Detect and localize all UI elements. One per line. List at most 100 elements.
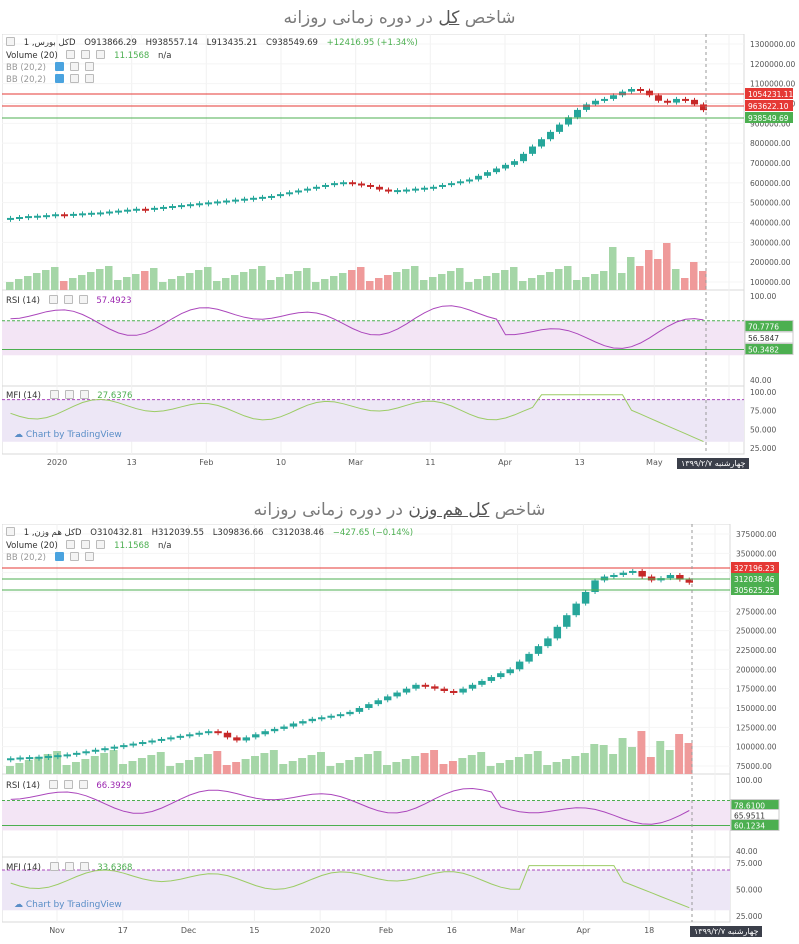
- candle-body: [440, 688, 448, 691]
- x-tick-label: 17: [118, 926, 128, 935]
- volume-bar: [609, 247, 617, 290]
- volume-bar: [258, 266, 266, 290]
- volume-bar: [33, 273, 41, 290]
- close-icon[interactable]: [79, 862, 89, 871]
- candle-body: [268, 195, 275, 198]
- volume-bar: [326, 766, 335, 774]
- rsi-label-bg: [744, 331, 794, 344]
- volume-bar: [663, 243, 671, 290]
- volume-bar: [429, 277, 437, 290]
- candle-body: [124, 209, 131, 212]
- eye-icon[interactable]: [54, 552, 64, 561]
- chart1-bb2-legend: BB (20,2): [6, 74, 100, 85]
- volume-bar: [288, 761, 297, 774]
- mfi-value: 27.6376: [97, 391, 133, 401]
- ohlc-low: L309836.66: [212, 528, 264, 538]
- candle-body: [223, 732, 232, 738]
- eye-icon[interactable]: [66, 50, 76, 59]
- close-icon[interactable]: [84, 552, 94, 561]
- eye-icon[interactable]: [54, 74, 64, 83]
- candle-body: [214, 731, 222, 734]
- tradingview-logo[interactable]: ☁ Chart by TradingView: [14, 430, 122, 440]
- volume-bar: [448, 761, 457, 774]
- tradingview-logo[interactable]: ☁ Chart by TradingView: [14, 900, 122, 910]
- price-tick-label: 1100000.00: [750, 80, 796, 89]
- title-bold: کل هم وزن: [408, 500, 490, 520]
- mfi-value: 33.6368: [97, 863, 133, 873]
- ohlc-high: H938557.14: [145, 38, 198, 48]
- settings-icon[interactable]: [81, 50, 91, 59]
- ohlc-high: H312039.55: [151, 528, 204, 538]
- x-tick-label: 13: [575, 458, 585, 467]
- eye-icon[interactable]: [49, 390, 59, 399]
- settings-icon[interactable]: [63, 780, 73, 789]
- collapse-icon[interactable]: [6, 37, 15, 46]
- settings-icon[interactable]: [81, 540, 91, 549]
- x-tick-label: Dec: [181, 926, 196, 935]
- tv-label: Chart by TradingView: [25, 430, 122, 440]
- close-icon[interactable]: [84, 74, 94, 83]
- volume-bar: [90, 756, 99, 774]
- candle-body: [327, 715, 335, 718]
- eye-icon[interactable]: [48, 295, 58, 304]
- chart2-panel: Nov17Dec152020Feb16MarApr18May375000.003…: [1, 523, 797, 940]
- cloud-icon: ☁: [14, 900, 23, 910]
- rsi-line: [10, 305, 704, 349]
- close-icon[interactable]: [96, 50, 106, 59]
- close-icon[interactable]: [84, 62, 94, 71]
- settings-icon[interactable]: [64, 862, 74, 871]
- volume-bar: [366, 281, 374, 290]
- candle-body: [691, 99, 698, 105]
- chart2-bb1-legend: BB (20,2): [6, 552, 100, 563]
- candle-body: [115, 210, 122, 213]
- volume-bar: [150, 268, 158, 290]
- settings-icon[interactable]: [63, 295, 73, 304]
- cloud-icon: ☁: [14, 430, 23, 440]
- close-icon[interactable]: [79, 390, 89, 399]
- volume-bar: [269, 750, 278, 774]
- pane-frame: [1, 33, 745, 291]
- candle-body: [232, 199, 239, 202]
- volume-bar: [6, 282, 14, 290]
- volume-bar: [78, 275, 86, 290]
- price-label: 305625.25: [734, 586, 775, 595]
- settings-icon[interactable]: [64, 390, 74, 399]
- candle-body: [538, 139, 545, 147]
- price-tick-label: 900000.00: [750, 119, 791, 128]
- volume-na: n/a: [158, 541, 172, 551]
- candle-body: [676, 574, 684, 580]
- candle-body: [176, 735, 185, 738]
- volume-bar: [654, 259, 662, 290]
- x-tick-label: 18: [644, 926, 654, 935]
- volume-bar: [458, 758, 467, 774]
- candle-body: [638, 570, 646, 577]
- candle-body: [223, 200, 230, 203]
- volume-bar: [483, 276, 491, 290]
- candle-body: [502, 164, 509, 169]
- candle-body: [205, 202, 212, 205]
- settings-icon[interactable]: [69, 552, 79, 561]
- volume-bar: [477, 752, 486, 774]
- candle-body: [280, 726, 288, 729]
- candle-body: [259, 196, 266, 199]
- ohlc-open: O913866.29: [84, 38, 137, 48]
- close-icon[interactable]: [78, 295, 88, 304]
- eye-icon[interactable]: [49, 862, 59, 871]
- x-tick-label: May: [646, 458, 663, 467]
- collapse-icon[interactable]: [6, 527, 15, 536]
- eye-icon[interactable]: [66, 540, 76, 549]
- x-tick-label: 2020: [310, 926, 330, 935]
- eye-icon[interactable]: [48, 780, 58, 789]
- volume-bar: [430, 750, 439, 774]
- candle-body: [511, 161, 518, 165]
- close-icon[interactable]: [96, 540, 106, 549]
- rsi-band: [2, 320, 744, 356]
- volume-bar: [303, 268, 311, 290]
- volume-bar: [514, 757, 523, 774]
- candle-body: [664, 100, 671, 103]
- eye-icon[interactable]: [54, 62, 64, 71]
- settings-icon[interactable]: [69, 62, 79, 71]
- close-icon[interactable]: [78, 780, 88, 789]
- settings-icon[interactable]: [69, 74, 79, 83]
- candle-body: [646, 90, 653, 96]
